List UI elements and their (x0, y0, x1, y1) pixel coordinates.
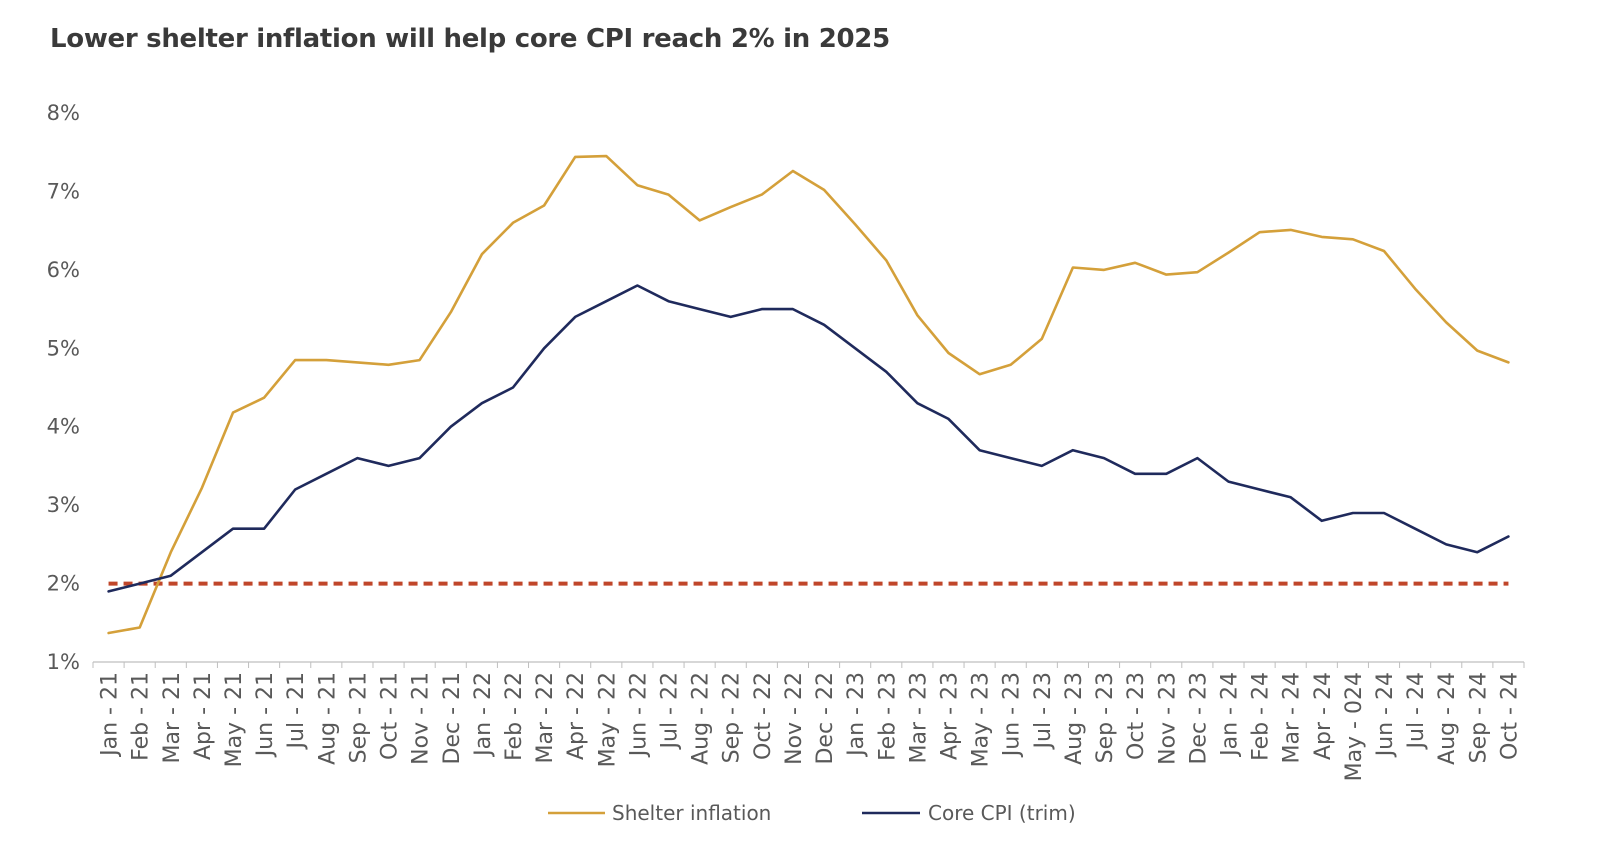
x-tick-label: May - 21 (222, 672, 247, 767)
legend-label: Shelter inflation (612, 801, 771, 825)
x-tick-label: Sep - 24 (1466, 672, 1491, 763)
x-tick-label: Aug - 24 (1435, 672, 1460, 765)
x-tick-label: Jun - 22 (626, 672, 651, 758)
x-tick-label: Feb - 22 (502, 672, 527, 761)
series-group (107, 154, 1510, 635)
x-tick-label: Sep - 23 (1093, 672, 1118, 763)
y-tick-label: 4% (47, 415, 80, 439)
x-tick-label: Aug - 21 (315, 672, 340, 765)
y-tick-label: 3% (47, 493, 80, 517)
x-tick-label: Nov - 23 (1155, 672, 1180, 765)
chart-title: Lower shelter inflation will help core C… (50, 24, 890, 54)
x-tick-label: Apr - 24 (1311, 672, 1336, 760)
y-tick-label: 5% (47, 336, 80, 360)
x-tick-label: Jun - 23 (1000, 672, 1025, 758)
x-tick-label: Apr - 21 (191, 672, 216, 760)
x-tick-label: Oct - 23 (1124, 672, 1149, 760)
x-tick-label: Jun - 24 (1373, 672, 1398, 758)
x-tick-label: Jul - 24 (1404, 672, 1429, 750)
x-tick-label: Dec - 22 (813, 672, 838, 765)
x-tick-label: Feb - 24 (1249, 672, 1274, 761)
x-tick-label: May - 024 (1342, 672, 1367, 781)
y-tick-label: 7% (47, 179, 80, 203)
x-tick-label: Jan - 22 (471, 672, 496, 758)
x-tick-label: Jul - 22 (658, 672, 683, 750)
y-tick-label: 2% (47, 572, 80, 596)
x-tick-label: Feb - 21 (129, 672, 154, 761)
y-tick-label: 6% (47, 258, 80, 282)
x-tick-label: Mar - 23 (906, 672, 931, 763)
x-tick-label: Mar - 22 (533, 672, 558, 763)
x-tick-label: Jul - 23 (1031, 672, 1056, 750)
x-tick-label: Aug - 22 (689, 672, 714, 765)
core-cpi-trim-line (107, 284, 1510, 593)
x-tick-label: Oct - 24 (1497, 672, 1522, 760)
x-tick-label: May - 22 (595, 672, 620, 767)
x-tick-label: Aug - 23 (1062, 672, 1087, 765)
legend: Shelter inflation Core CPI (trim) (548, 801, 1076, 825)
y-tick-label: 8% (47, 101, 80, 125)
x-tick-label: Jul - 21 (284, 672, 309, 750)
x-tick-label: Mar - 21 (160, 672, 185, 763)
x-tick-label: Apr - 22 (564, 672, 589, 760)
x-tick-label: Dec - 23 (1186, 672, 1211, 765)
x-tick-label: Jun - 21 (253, 672, 278, 758)
x-tick-label: Mar - 24 (1280, 672, 1305, 763)
x-tick-label: Dec - 21 (440, 672, 465, 765)
shelter-inflation-line (107, 154, 1510, 635)
x-tick-label: Jan - 24 (1217, 672, 1242, 758)
x-tick-label: Sep - 22 (720, 672, 745, 763)
x-tick-label: Apr - 23 (937, 672, 962, 760)
y-tick-label: 1% (47, 650, 80, 674)
x-tick-label: Jan - 21 (98, 672, 123, 758)
legend-label: Core CPI (trim) (928, 801, 1076, 825)
y-axis: 1% 2% 3% 4% 5% 6% 7% 8% (47, 101, 80, 674)
x-tick-label: Jan - 23 (844, 672, 869, 758)
x-tick-label: Feb - 23 (875, 672, 900, 761)
x-tick-label: Oct - 22 (751, 672, 776, 760)
x-tick-label: May - 23 (969, 672, 994, 767)
x-axis: Jan - 21 Feb - 21 Mar - 21 Apr - 21 May - 21… (92, 661, 1525, 781)
x-tick-label: Oct - 21 (378, 672, 403, 760)
x-tick-label: Nov - 21 (409, 672, 434, 765)
x-tick-label: Sep - 21 (346, 672, 371, 763)
x-tick-label: Nov - 22 (782, 672, 807, 765)
